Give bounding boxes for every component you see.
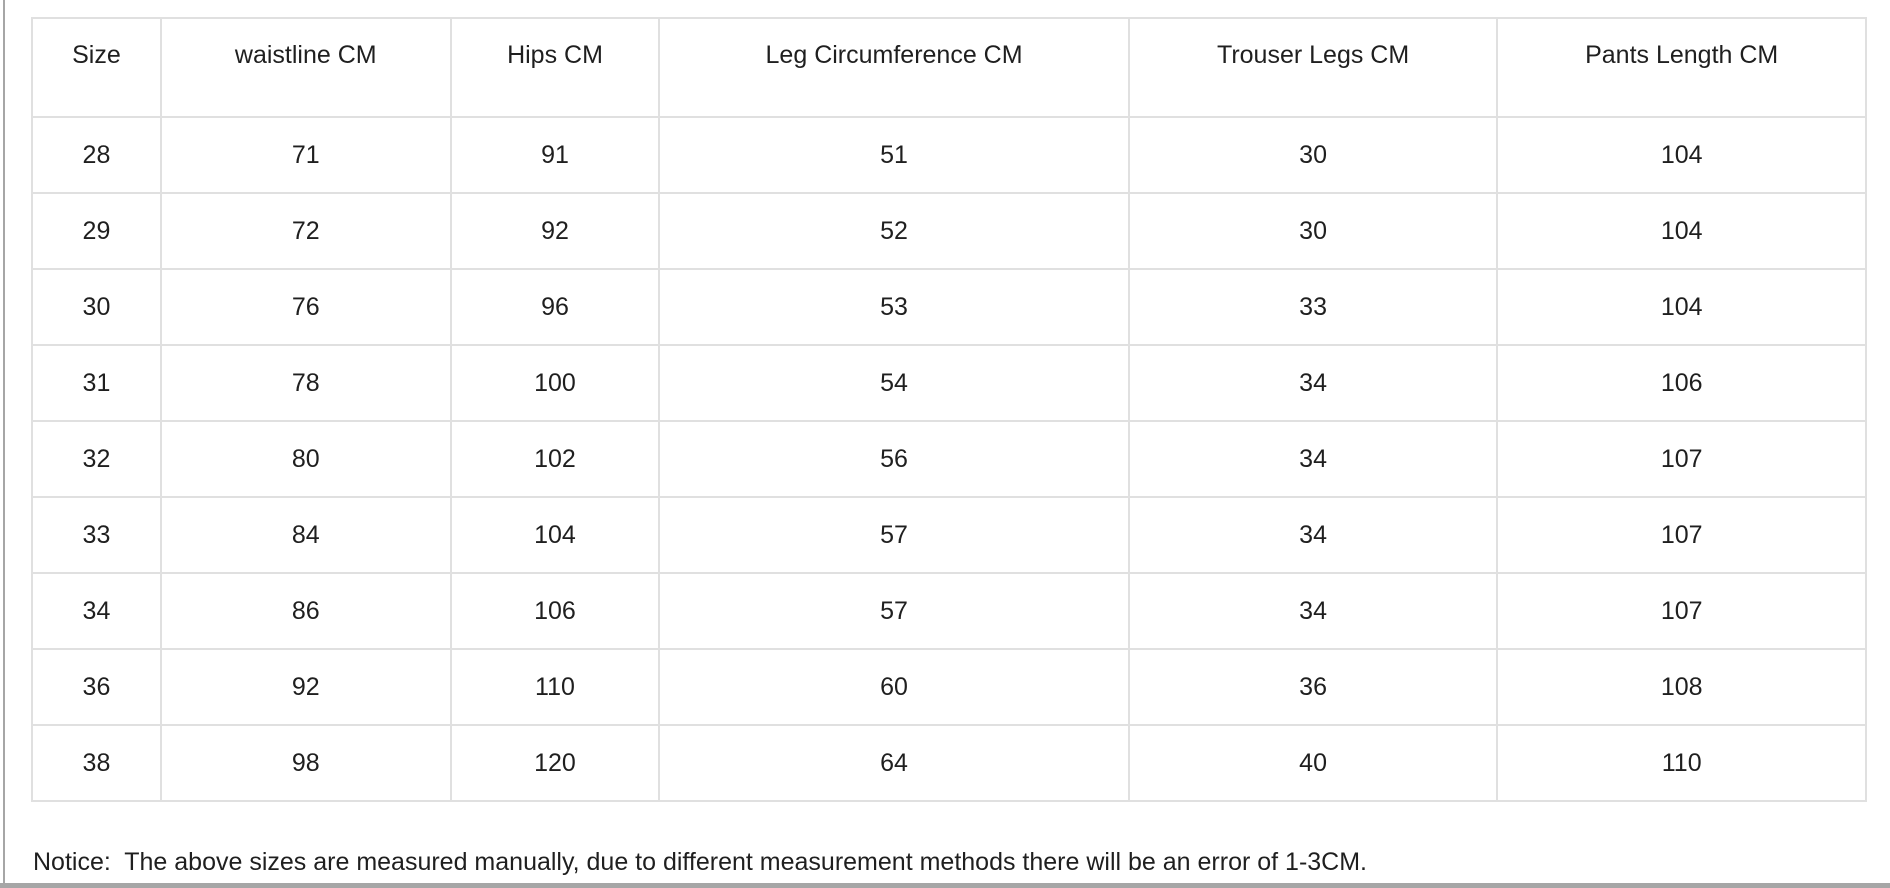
table-row: 31 78 100 54 34 106 [31, 344, 1867, 422]
table-cell: 107 [1496, 420, 1867, 498]
size-chart-table: Size waistline CM Hips CM Leg Circumference… [31, 17, 1867, 802]
table-cell: 106 [1496, 344, 1867, 422]
table-cell: 30 [31, 268, 162, 346]
table-cell: 36 [1127, 648, 1499, 726]
table-cell: 40 [1127, 724, 1499, 802]
table-cell: 38 [31, 724, 162, 802]
table-cell: 34 [1127, 420, 1499, 498]
table-cell: 102 [449, 420, 661, 498]
table-cell: 34 [1127, 572, 1499, 650]
table-row: 32 80 102 56 34 107 [31, 420, 1867, 498]
table-cell: 120 [449, 724, 661, 802]
table-cell: 28 [31, 116, 162, 194]
table-cell: 104 [1496, 116, 1867, 194]
table-cell: 60 [658, 648, 1130, 726]
column-header-waistline-cm: waistline CM [159, 17, 452, 118]
table-cell: 86 [159, 572, 452, 650]
column-header-leg-circumference-cm: Leg Circumference CM [658, 17, 1130, 118]
table-cell: 92 [159, 648, 452, 726]
table-cell: 96 [449, 268, 661, 346]
table-cell: 100 [449, 344, 661, 422]
table-cell: 106 [449, 572, 661, 650]
table-cell: 110 [1496, 724, 1867, 802]
column-header-size: Size [31, 17, 162, 118]
notice-text: Notice: The above sizes are measured man… [33, 848, 1367, 876]
table-cell: 104 [449, 496, 661, 574]
table-cell: 108 [1496, 648, 1867, 726]
table-cell: 34 [1127, 344, 1499, 422]
table-cell: 53 [658, 268, 1130, 346]
table-cell: 32 [31, 420, 162, 498]
table-cell: 57 [658, 572, 1130, 650]
table-row: 34 86 106 57 34 107 [31, 572, 1867, 650]
table-cell: 31 [31, 344, 162, 422]
table-row: 36 92 110 60 36 108 [31, 648, 1867, 726]
table-cell: 104 [1496, 268, 1867, 346]
table-cell: 92 [449, 192, 661, 270]
table-cell: 91 [449, 116, 661, 194]
table-cell: 56 [658, 420, 1130, 498]
table-row: 28 71 91 51 30 104 [31, 116, 1867, 194]
table-cell: 29 [31, 192, 162, 270]
table-cell: 104 [1496, 192, 1867, 270]
column-header-trouser-legs-cm: Trouser Legs CM [1127, 17, 1499, 118]
page-left-edge-line [3, 0, 5, 888]
table-row: 38 98 120 64 40 110 [31, 724, 1867, 802]
header-row: Size waistline CM Hips CM Leg Circumference… [31, 17, 1867, 118]
table-cell: 57 [658, 496, 1130, 574]
table-cell: 54 [658, 344, 1130, 422]
table-cell: 30 [1127, 116, 1499, 194]
table-cell: 36 [31, 648, 162, 726]
table-cell: 33 [31, 496, 162, 574]
table-cell: 98 [159, 724, 452, 802]
table-cell: 30 [1127, 192, 1499, 270]
table-cell: 107 [1496, 572, 1867, 650]
table-cell: 84 [159, 496, 452, 574]
table-cell: 71 [159, 116, 452, 194]
table-cell: 64 [658, 724, 1130, 802]
table-row: 30 76 96 53 33 104 [31, 268, 1867, 346]
table-cell: 52 [658, 192, 1130, 270]
table-cell: 34 [31, 572, 162, 650]
table-cell: 72 [159, 192, 452, 270]
table-cell: 110 [449, 648, 661, 726]
table-cell: 34 [1127, 496, 1499, 574]
table-cell: 76 [159, 268, 452, 346]
page-bottom-edge-bar [0, 883, 1890, 888]
table-cell: 51 [658, 116, 1130, 194]
column-header-hips-cm: Hips CM [449, 17, 661, 118]
table-cell: 107 [1496, 496, 1867, 574]
table-row: 29 72 92 52 30 104 [31, 192, 1867, 270]
size-chart-section: Size waistline CM Hips CM Leg Circumference… [31, 17, 1867, 877]
table-row: 33 84 104 57 34 107 [31, 496, 1867, 574]
table-cell: 78 [159, 344, 452, 422]
column-header-pants-length-cm: Pants Length CM [1496, 17, 1867, 118]
table-cell: 80 [159, 420, 452, 498]
table-cell: 33 [1127, 268, 1499, 346]
